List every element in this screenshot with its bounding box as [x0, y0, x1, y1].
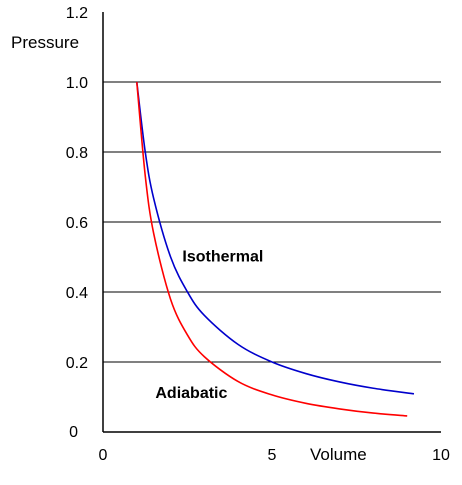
x-tick-labels: 0 5 10 [99, 447, 450, 464]
y-tick-label: 1.0 [66, 75, 88, 92]
y-tick-label: 0.8 [66, 145, 88, 162]
series-line-isothermal [136, 81, 415, 395]
y-tick-label: 0.6 [66, 215, 88, 232]
annotation-adiabatic: Adiabatic [155, 385, 227, 402]
x-tick-label: 5 [268, 447, 277, 464]
x-tick-label: 0 [99, 447, 108, 464]
y-tick-label: 0 [69, 424, 78, 441]
x-tick-label: 10 [432, 447, 450, 464]
grid-lines [103, 81, 441, 363]
series-annotations: Isothermal Adiabatic [155, 248, 263, 402]
y-axis-label: Pressure [11, 33, 79, 52]
series-line-adiabatic [136, 81, 408, 417]
y-tick-label: 0.4 [66, 285, 88, 302]
series-lines [136, 81, 415, 417]
y-tick-labels: 0 0.2 0.4 0.6 0.8 1.0 1.2 [66, 5, 88, 441]
y-tick-label: 1.2 [66, 5, 88, 22]
y-tick-label: 0.2 [66, 355, 88, 372]
x-axis-label: Volume [310, 445, 367, 464]
annotation-isothermal: Isothermal [182, 248, 263, 265]
